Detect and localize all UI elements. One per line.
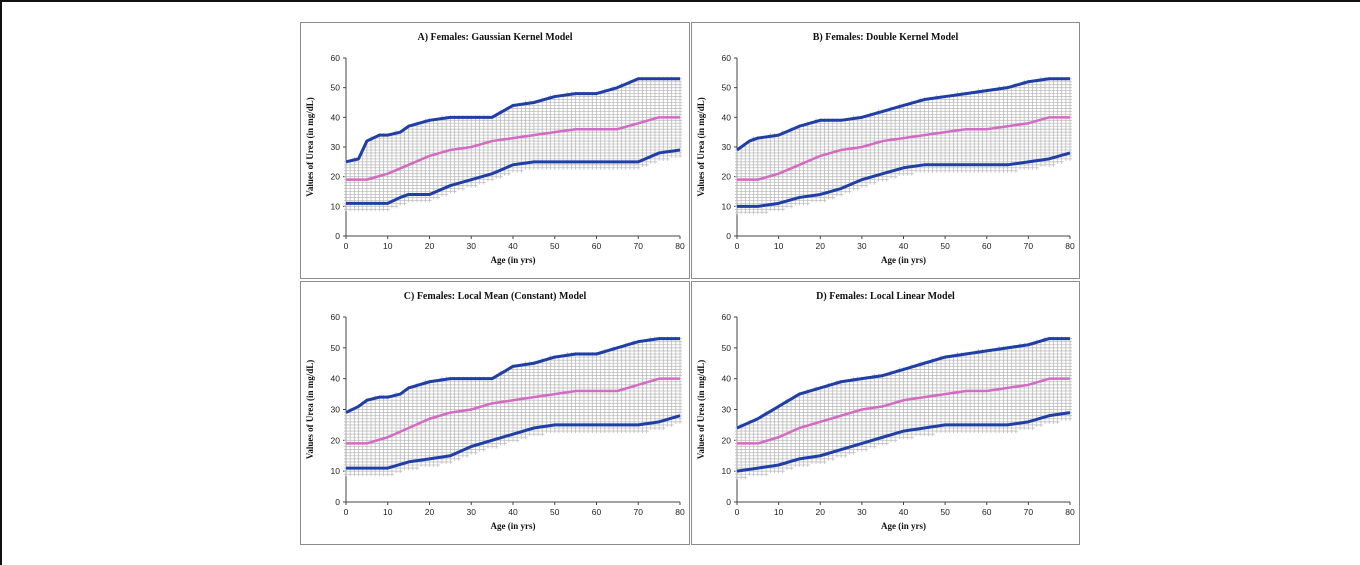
y-tick-label: 20 bbox=[722, 172, 732, 182]
x-tick-label: 10 bbox=[774, 241, 784, 251]
x-tick-label: 20 bbox=[816, 241, 826, 251]
x-tick-label: 0 bbox=[735, 507, 740, 517]
y-axis-label: Values of Urea (in mg/dL) bbox=[696, 97, 706, 197]
x-tick-label: 50 bbox=[940, 241, 950, 251]
y-tick-label: 0 bbox=[335, 497, 340, 507]
median-line bbox=[737, 377, 1070, 445]
y-axis-label: Values of Urea (in mg/dL) bbox=[696, 360, 706, 460]
upper-quantile-line bbox=[345, 77, 680, 164]
x-tick-label: 70 bbox=[634, 507, 644, 517]
lower-quantile-line bbox=[346, 148, 681, 205]
chart-panel-2: B) Females: Double Kernel Model 0 10 20 30 40… bbox=[691, 22, 1080, 279]
x-tick-label: 20 bbox=[425, 241, 435, 251]
y-tick-label: 50 bbox=[331, 343, 341, 353]
x-tick-label: 80 bbox=[675, 241, 685, 251]
x-tick-label: 40 bbox=[508, 507, 518, 517]
y-tick-label: 20 bbox=[331, 435, 341, 445]
x-tick-label: 70 bbox=[1024, 507, 1034, 517]
y-tick-label: 30 bbox=[722, 405, 732, 415]
y-tick-label: 50 bbox=[722, 83, 732, 93]
x-tick-label: 60 bbox=[592, 241, 602, 251]
y-tick-label: 30 bbox=[722, 142, 732, 152]
x-tick-label: 0 bbox=[344, 241, 349, 251]
x-tick-label: 30 bbox=[467, 507, 477, 517]
y-tick-label: 40 bbox=[722, 112, 732, 122]
y-tick-label: 60 bbox=[331, 53, 341, 63]
panel-title: C) Females: Local Mean (Constant) Model bbox=[404, 291, 587, 302]
y-tick-label: 60 bbox=[331, 312, 341, 322]
x-tick-label: 70 bbox=[634, 241, 644, 251]
x-tick-label: 50 bbox=[550, 507, 560, 517]
x-tick-label: 50 bbox=[550, 241, 560, 251]
y-tick-label: 40 bbox=[331, 112, 341, 122]
x-tick-label: 20 bbox=[425, 507, 435, 517]
median-line bbox=[737, 116, 1070, 181]
median-line bbox=[346, 116, 680, 181]
x-axis-label: Age (in yrs) bbox=[881, 521, 926, 531]
lower-quantile-line bbox=[736, 411, 1071, 473]
chart-panel-4: D) Females: Local Linear Model 0 10 20 30 40 5… bbox=[691, 281, 1080, 545]
x-tick-label: 40 bbox=[899, 241, 909, 251]
panel-title: D) Females: Local Linear Model bbox=[816, 291, 955, 302]
y-tick-label: 30 bbox=[331, 142, 341, 152]
panel-border bbox=[300, 281, 690, 545]
x-tick-label: 30 bbox=[857, 507, 867, 517]
y-tick-label: 20 bbox=[331, 172, 341, 182]
y-tick-label: 10 bbox=[722, 201, 732, 211]
x-tick-label: 60 bbox=[592, 507, 602, 517]
y-tick-label: 0 bbox=[726, 497, 731, 507]
panel-border bbox=[691, 281, 1080, 545]
x-tick-label: 10 bbox=[383, 507, 393, 517]
upper-quantile-line bbox=[736, 77, 1070, 152]
x-tick-label: 20 bbox=[816, 507, 826, 517]
x-axis-label: Age (in yrs) bbox=[491, 255, 536, 265]
lower-quantile-line bbox=[737, 151, 1071, 208]
y-tick-label: 50 bbox=[722, 343, 732, 353]
y-tick-label: 60 bbox=[722, 312, 732, 322]
x-tick-label: 60 bbox=[982, 241, 992, 251]
median-line bbox=[346, 377, 680, 445]
x-tick-label: 80 bbox=[1065, 507, 1075, 517]
x-tick-label: 40 bbox=[899, 507, 909, 517]
y-axis-label: Values of Urea (in mg/dL) bbox=[305, 97, 315, 197]
x-tick-label: 0 bbox=[735, 241, 740, 251]
x-tick-label: 60 bbox=[982, 507, 992, 517]
y-tick-label: 0 bbox=[335, 231, 340, 241]
x-tick-label: 40 bbox=[508, 241, 518, 251]
panel-title: A) Females: Gaussian Kernel Model bbox=[418, 32, 573, 43]
chart-panel-1: A) Females: Gaussian Kernel Model 0 10 20 30… bbox=[300, 22, 690, 279]
y-tick-label: 50 bbox=[331, 83, 341, 93]
y-tick-label: 10 bbox=[331, 201, 341, 211]
lower-quantile-line bbox=[346, 414, 681, 470]
upper-quantile-line bbox=[345, 337, 680, 414]
y-tick-label: 30 bbox=[331, 405, 341, 415]
x-axis-label: Age (in yrs) bbox=[881, 255, 926, 265]
y-tick-label: 60 bbox=[722, 53, 732, 63]
panel-border bbox=[300, 22, 690, 279]
x-tick-label: 10 bbox=[383, 241, 393, 251]
x-tick-label: 80 bbox=[1065, 241, 1075, 251]
x-tick-label: 0 bbox=[344, 507, 349, 517]
panel-title: B) Females: Double Kernel Model bbox=[813, 32, 959, 43]
y-axis-label: Values of Urea (in mg/dL) bbox=[305, 360, 315, 460]
y-tick-label: 40 bbox=[331, 374, 341, 384]
y-tick-label: 0 bbox=[726, 231, 731, 241]
x-tick-label: 50 bbox=[940, 507, 950, 517]
y-tick-label: 40 bbox=[722, 374, 732, 384]
x-tick-label: 30 bbox=[857, 241, 867, 251]
x-tick-label: 70 bbox=[1024, 241, 1034, 251]
upper-quantile-line bbox=[736, 337, 1070, 430]
y-tick-label: 20 bbox=[722, 435, 732, 445]
y-tick-label: 10 bbox=[331, 466, 341, 476]
x-tick-label: 10 bbox=[774, 507, 784, 517]
x-tick-label: 80 bbox=[675, 507, 685, 517]
y-tick-label: 10 bbox=[722, 466, 732, 476]
chart-panel-3: C) Females: Local Mean (Constant) Model 0… bbox=[300, 281, 690, 545]
x-axis-label: Age (in yrs) bbox=[491, 521, 536, 531]
x-tick-label: 30 bbox=[467, 241, 477, 251]
